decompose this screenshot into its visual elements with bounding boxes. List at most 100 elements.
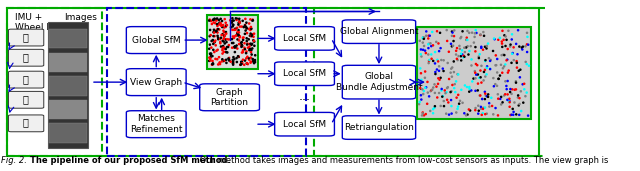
Point [488,113,499,116]
Point [430,62,440,65]
Point [445,91,456,94]
Point [229,58,239,61]
Point [460,51,470,54]
Point [250,59,260,61]
Point [420,70,430,73]
Point [249,60,259,63]
Point [240,24,250,26]
Point [238,58,248,61]
Point [417,55,427,58]
Point [244,47,255,50]
Point [244,22,254,25]
Point [430,71,440,73]
Point [210,39,220,42]
Point [497,71,508,74]
Point [511,81,521,84]
Point [207,40,217,42]
Point [224,59,234,61]
Point [443,62,453,64]
Point [509,88,520,91]
Point [440,89,450,92]
Point [457,49,467,52]
Point [237,36,248,39]
Point [480,45,490,48]
Point [248,18,258,21]
Point [228,61,238,63]
Point [417,88,428,91]
Point [456,36,467,38]
Point [418,112,428,115]
Point [513,94,524,97]
Point [504,100,514,103]
Point [216,24,227,27]
Point [205,56,216,58]
Point [472,64,483,67]
Point [460,112,470,115]
Point [504,101,515,104]
Text: 🚗: 🚗 [23,117,29,128]
Point [239,42,250,45]
Point [500,63,511,66]
Text: ...: ... [298,90,310,103]
Point [479,71,489,73]
Point [250,61,260,63]
Point [227,28,237,31]
Point [443,86,453,89]
Point [467,80,477,83]
Point [205,59,216,62]
Point [218,40,228,42]
Point [449,35,459,37]
Point [500,45,511,47]
Point [219,37,229,40]
Point [476,106,486,108]
Point [217,20,227,22]
Point [449,87,460,89]
Point [429,91,440,94]
Point [462,113,472,116]
Point [465,109,476,112]
Point [234,34,244,37]
Point [496,103,506,106]
Point [485,67,495,70]
Point [512,66,522,69]
FancyBboxPatch shape [49,123,86,143]
Point [247,19,257,22]
Point [522,91,532,94]
Point [467,31,477,34]
Point [426,53,436,56]
Point [214,22,225,25]
Point [218,33,228,36]
Point [231,34,241,37]
Point [428,60,438,62]
Point [416,98,426,101]
Point [477,114,487,116]
Point [471,63,481,65]
Point [240,17,250,20]
Point [520,61,531,63]
Point [522,43,532,46]
Point [424,60,434,62]
Point [503,71,513,74]
Point [498,67,508,70]
Point [493,97,503,100]
Point [518,101,529,104]
Point [212,31,223,34]
Text: Images: Images [64,13,97,22]
Point [214,23,225,26]
Point [205,43,215,46]
Point [481,73,492,76]
Point [246,43,257,46]
Point [243,42,253,45]
Point [452,108,463,110]
Point [480,106,490,109]
Point [219,46,229,49]
Point [446,67,456,70]
Point [242,40,252,42]
Point [447,30,457,33]
Point [423,47,433,49]
Point [243,46,253,49]
Point [437,95,447,98]
Point [244,43,255,45]
Point [248,35,259,38]
Point [238,49,248,52]
